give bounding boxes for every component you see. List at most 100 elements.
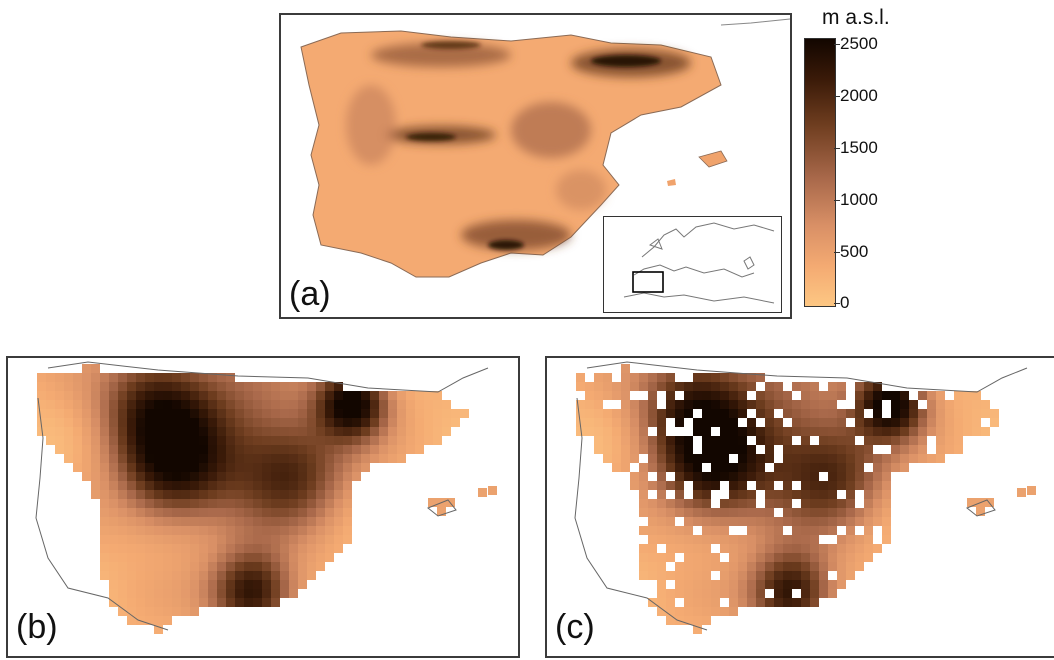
grid-cell	[343, 409, 352, 418]
grid-cell	[792, 445, 801, 454]
grid-cell	[729, 499, 738, 508]
grid-cell	[406, 409, 415, 418]
panel-label-a: (a)	[289, 275, 331, 313]
grid-cell	[280, 481, 289, 490]
grid-cell	[145, 598, 154, 607]
grid-cell	[190, 553, 199, 562]
grid-cell	[298, 427, 307, 436]
grid-cell	[603, 391, 612, 400]
grid-cell	[837, 544, 846, 553]
grid-cell	[846, 463, 855, 472]
grid-cell	[873, 400, 882, 409]
grid-cell	[91, 364, 100, 373]
grid-cell	[190, 589, 199, 598]
grid-cell	[765, 499, 774, 508]
grid-cell	[379, 400, 388, 409]
grid-cell	[46, 409, 55, 418]
grid-cell	[343, 526, 352, 535]
grid-cell	[675, 445, 684, 454]
grid-cell	[352, 427, 361, 436]
grid-cell	[136, 391, 145, 400]
grid-cell	[621, 427, 630, 436]
grid-cell	[208, 436, 217, 445]
grid-cell	[693, 490, 702, 499]
grid-cell	[199, 544, 208, 553]
grid-cell	[900, 454, 909, 463]
grid-cell	[927, 427, 936, 436]
grid-cell	[747, 382, 756, 391]
grid-cell	[810, 535, 819, 544]
grid-cell	[783, 499, 792, 508]
grid-cell	[792, 562, 801, 571]
grid-cell	[217, 445, 226, 454]
grid-cell	[693, 616, 702, 625]
grid-cell	[154, 472, 163, 481]
grid-cell	[217, 472, 226, 481]
grid-cell	[801, 526, 810, 535]
grid-cell	[244, 418, 253, 427]
grid-cell	[253, 598, 262, 607]
grid-cell	[630, 409, 639, 418]
grid-cell	[109, 391, 118, 400]
grid-cell	[801, 481, 810, 490]
grid-cell	[810, 490, 819, 499]
grid-cell	[657, 472, 666, 481]
grid-cell	[109, 571, 118, 580]
grid-cell	[792, 472, 801, 481]
grid-cell	[918, 418, 927, 427]
grid-cell	[118, 391, 127, 400]
grid-cell	[226, 553, 235, 562]
grid-cell	[217, 499, 226, 508]
grid-cell	[765, 535, 774, 544]
grid-cell	[388, 454, 397, 463]
grid-cell	[379, 427, 388, 436]
grid-cell	[298, 553, 307, 562]
grid-cell	[307, 490, 316, 499]
grid-cell	[675, 589, 684, 598]
grid-cell	[747, 463, 756, 472]
elevation-map-a	[300, 18, 790, 278]
grid-cell	[136, 409, 145, 418]
grid-cell	[217, 589, 226, 598]
grid-cell	[361, 436, 370, 445]
grid-cell	[657, 481, 666, 490]
grid-cell	[271, 562, 280, 571]
grid-cell	[289, 427, 298, 436]
grid-cell	[747, 490, 756, 499]
grid-cell	[82, 445, 91, 454]
grid-cell	[163, 472, 172, 481]
grid-cell	[343, 472, 352, 481]
grid-cell	[783, 517, 792, 526]
grid-cell	[244, 535, 253, 544]
grid-cell	[91, 472, 100, 481]
grid-cell	[639, 490, 648, 499]
grid-cell	[819, 553, 828, 562]
grid-cell	[235, 589, 244, 598]
grid-cell	[316, 427, 325, 436]
grid-cell	[55, 400, 64, 409]
grid-cell	[415, 427, 424, 436]
grid-cell	[756, 400, 765, 409]
grid-cell	[729, 580, 738, 589]
grid-cell	[648, 391, 657, 400]
grid-cell	[343, 445, 352, 454]
legend-tick-2500: 2500	[840, 34, 878, 53]
grid-cell	[729, 427, 738, 436]
grid-cell	[765, 544, 774, 553]
grid-cell	[316, 499, 325, 508]
grid-cell	[828, 409, 837, 418]
grid-cell	[136, 400, 145, 409]
grid-cell	[657, 445, 666, 454]
grid-cell	[756, 373, 765, 382]
grid-cell	[172, 373, 181, 382]
grid-cell	[819, 409, 828, 418]
grid-cell	[235, 544, 244, 553]
grid-cell	[244, 490, 253, 499]
grid-cell	[783, 445, 792, 454]
grid-cell	[684, 436, 693, 445]
grid-cell	[145, 427, 154, 436]
grid-cell	[235, 418, 244, 427]
grid-cell	[136, 553, 145, 562]
grid-cell	[307, 382, 316, 391]
grid-cell	[208, 553, 217, 562]
